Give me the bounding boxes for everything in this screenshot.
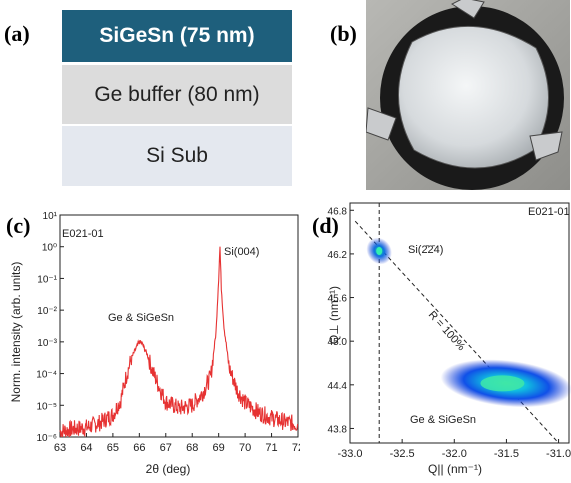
xrd-y-tick-label: 10⁰ bbox=[42, 243, 57, 254]
xrd-x-tick-label: 63 bbox=[54, 442, 66, 454]
layer-ge-buffer-label: Ge buffer (80 nm) bbox=[94, 82, 260, 106]
layer-si-sub-label: Si Sub bbox=[146, 144, 208, 167]
xrd-y-tick-label: 10⁻⁶ bbox=[36, 433, 57, 444]
rsm-y-tick-label: 43.8 bbox=[328, 424, 348, 435]
rsm-y-tick-label: 45.0 bbox=[328, 337, 348, 348]
panel-label-d: (d) bbox=[312, 213, 339, 238]
wafer-clip-top bbox=[450, 0, 485, 19]
layer-si-sub: Si Sub bbox=[62, 126, 292, 186]
rsm-y-tick-label: 46.8 bbox=[328, 206, 348, 217]
xrd-y-tick-label: 10⁻⁵ bbox=[36, 401, 57, 412]
rsm-x-tick-label: -33.0 bbox=[337, 448, 362, 460]
xrd-x-tick-label: 65 bbox=[107, 442, 119, 454]
xrd-x-tick-label: 66 bbox=[133, 442, 145, 454]
rsm-annotation-relaxation: R = 100% bbox=[426, 309, 468, 353]
xrd-series-line bbox=[59, 246, 299, 438]
wafer-photo bbox=[366, 0, 570, 190]
rsm-annotation-ge-sigesn: Ge & SiGeSn bbox=[410, 414, 476, 426]
rsm-y-tick-label: 46.2 bbox=[328, 250, 348, 261]
xrd-x-tick-label: 67 bbox=[160, 442, 172, 454]
layer-sigesn: SiGeSn (75 nm) bbox=[62, 10, 292, 62]
rsm-ylabel: Q⊥ (nm⁻¹) bbox=[327, 286, 341, 344]
xrd-x-tick-label: 71 bbox=[265, 442, 277, 454]
xrd-sample-label: E021-01 bbox=[62, 228, 104, 240]
xrd-ylabel: Norm. intensity (arb. units) bbox=[9, 262, 23, 403]
panel-label-b: (b) bbox=[330, 21, 357, 46]
xrd-x-tick-label: 70 bbox=[239, 442, 251, 454]
wafer-clip-left bbox=[366, 107, 397, 141]
xrd-y-tick-label: 10⁻³ bbox=[37, 338, 57, 349]
rsm-x-tick-label: -32.0 bbox=[442, 448, 467, 460]
xrd-y-tick-label: 10⁻¹ bbox=[37, 274, 57, 285]
xrd-x-tick-label: 68 bbox=[186, 442, 198, 454]
wafer-clip-right bbox=[529, 131, 563, 161]
rsm-y-tick-label: 45.6 bbox=[328, 294, 348, 305]
layer-ge-buffer: Ge buffer (80 nm) bbox=[62, 65, 292, 124]
xrd-x-tick-label: 69 bbox=[213, 442, 225, 454]
panel-label-c: (c) bbox=[6, 213, 31, 238]
xrd-y-tick-label: 10⁻⁴ bbox=[36, 370, 57, 381]
xrd-x-tick-label: 64 bbox=[80, 442, 92, 454]
xrd-xlabel: 2θ (deg) bbox=[146, 462, 191, 476]
xrd-x-tick-label: 72 bbox=[292, 442, 300, 454]
rsm-sample-label: E021-01 bbox=[528, 206, 570, 218]
xrd-y-tick-label: 10¹ bbox=[43, 211, 58, 222]
rsm-peak-ge-sigesn-core bbox=[480, 375, 525, 392]
panel-label-a: (a) bbox=[4, 21, 30, 46]
rsm-plot-frame bbox=[349, 202, 570, 444]
rsm-annotation-si224: Si(2̄2̄4) bbox=[408, 244, 443, 256]
xrd-chart: 63 64 65 66 67 68 69 70 71 72 10⁻⁶ 10⁻⁵ 10⁻⁴ 10⁻³ 10⁻²… bbox=[9, 211, 300, 476]
rsm-x-tick-label: -31.5 bbox=[494, 448, 519, 460]
xrd-plot-frame bbox=[59, 214, 299, 438]
rsm-y-tick-label: 44.4 bbox=[328, 381, 348, 392]
xrd-annotation-si004: Si(004) bbox=[224, 246, 259, 258]
rsm-x-tick-label: -31.0 bbox=[546, 448, 571, 460]
xrd-y-tick-label: 10⁻² bbox=[37, 306, 57, 317]
layer-sigesn-label: SiGeSn (75 nm) bbox=[99, 24, 255, 47]
rsm-xlabel: Q|| (nm⁻¹) bbox=[428, 462, 482, 476]
xrd-annotation-ge-sigesn: Ge & SiGeSn bbox=[108, 312, 174, 324]
rsm-peak-si-core bbox=[376, 247, 383, 255]
rsm-chart: -33.0 -32.5 -32.0 -31.5 -31.0 43.8 44.4 45.0 45.… bbox=[327, 202, 571, 476]
rsm-x-tick-label: -32.5 bbox=[390, 448, 415, 460]
wafer-surface bbox=[398, 26, 549, 169]
